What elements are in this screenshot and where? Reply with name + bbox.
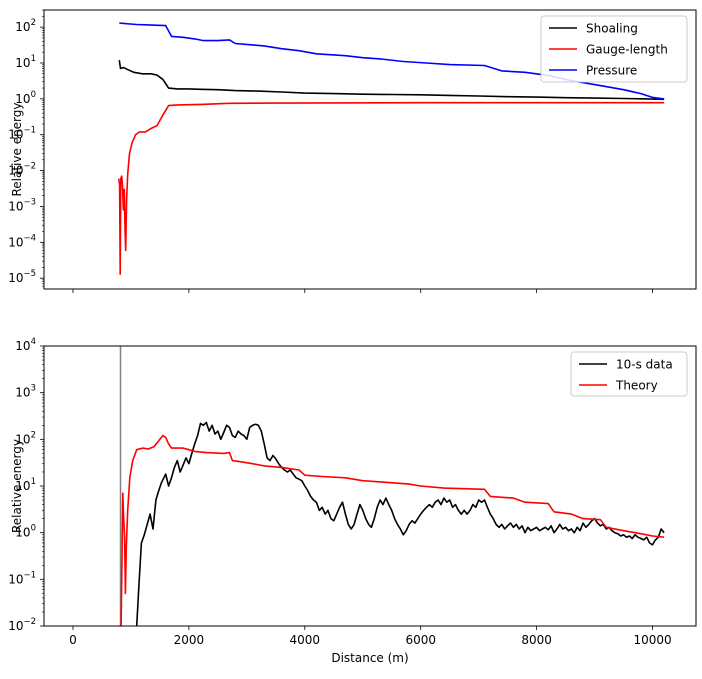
y-tick-label: 10−1: [8, 570, 36, 586]
x-tick-label: 10000: [633, 633, 671, 647]
y-tick-label: 10−2: [8, 617, 36, 633]
series-line-shoaling: [118, 59, 665, 101]
legend-entry-label: Gauge-length: [586, 43, 668, 57]
y-tick-label: 101: [15, 54, 36, 70]
legend-entry-label: Theory: [615, 379, 658, 393]
legend: Shoaling Gauge-length Pressure: [540, 15, 688, 83]
y-tick-label: 10−3: [8, 197, 36, 213]
x-tick-label: 2000: [174, 633, 205, 647]
legend-box: [540, 15, 688, 83]
y-axis-label: Relative energy: [10, 102, 24, 196]
series-line-theory: [120, 434, 665, 626]
x-axis-label: Distance (m): [331, 651, 408, 665]
legend: 10-s data Theory: [570, 351, 688, 397]
y-tick-label: 103: [15, 384, 36, 400]
series-line-gauge-length: [118, 101, 665, 275]
legend-entry-label: 10-s data: [616, 358, 673, 372]
legend-entry-label: Shoaling: [586, 22, 638, 36]
x-tick-label: 4000: [290, 633, 321, 647]
y-tick-label: 102: [15, 18, 36, 34]
series-line-10-s-data: [135, 421, 665, 626]
y-axis-label: Relative energy: [10, 439, 24, 533]
y-tick-label: 10−5: [8, 269, 36, 285]
x-tick-label: 8000: [521, 633, 552, 647]
x-tick-label: 0: [69, 633, 77, 647]
x-tick-label: 6000: [405, 633, 436, 647]
legend-entry-label: Pressure: [586, 64, 637, 78]
axes-frame: [43, 9, 697, 290]
y-tick-label: 104: [15, 337, 36, 353]
y-tick-label: 10−4: [8, 233, 36, 249]
plot-area: [119, 346, 665, 626]
